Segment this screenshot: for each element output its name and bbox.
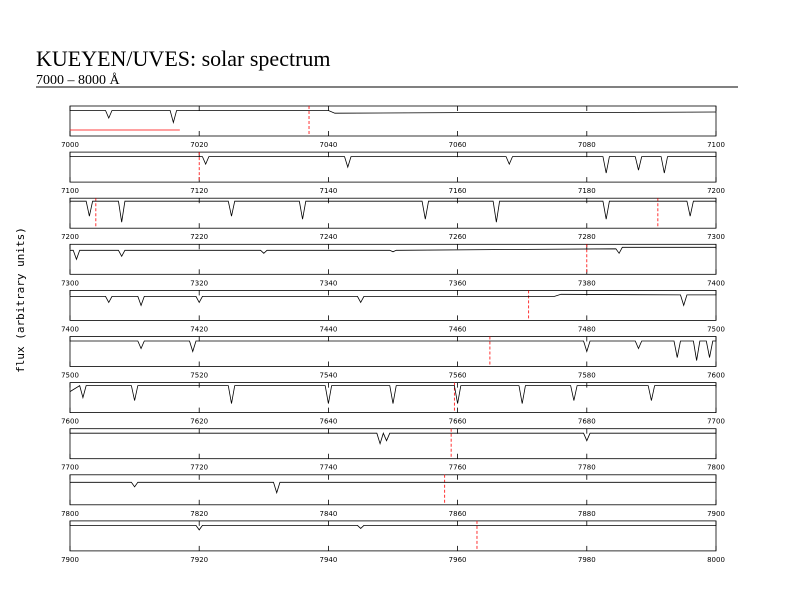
- x-tick-label: 7100: [61, 187, 79, 195]
- x-tick-label: 7020: [190, 141, 208, 149]
- x-tick-label: 7800: [61, 510, 79, 518]
- x-tick-label: 7280: [578, 233, 596, 241]
- panel-frame: [69, 151, 717, 183]
- x-tick-label: 7420: [190, 325, 208, 333]
- x-tick-label: 7500: [707, 325, 725, 333]
- x-tick-label: 7400: [707, 279, 725, 287]
- x-tick-label: 7560: [449, 372, 467, 380]
- panel-frame: [69, 289, 717, 321]
- x-tick-label: 7360: [449, 279, 467, 287]
- x-tick-label: 7540: [319, 372, 337, 380]
- x-tick-label: 7480: [578, 325, 596, 333]
- spectrum-line: [70, 110, 717, 125]
- x-tick-label: 7820: [190, 510, 208, 518]
- x-tick-label: 7980: [578, 556, 596, 564]
- chart-title: KUEYEN/UVES: solar spectrum: [36, 46, 331, 71]
- panel-frame: [69, 336, 717, 367]
- panel-frame: [69, 474, 717, 506]
- panel-frame: [69, 197, 717, 229]
- x-tick-label: 7040: [319, 141, 337, 149]
- x-tick-label: 7600: [707, 372, 725, 380]
- chart-subtitle: 7000 – 8000 Å: [36, 72, 121, 88]
- x-tick-label: 7920: [190, 556, 208, 564]
- x-tick-label: 7780: [578, 464, 596, 472]
- x-tick-label: 7440: [319, 325, 337, 333]
- spectrum-line: [70, 525, 716, 531]
- x-tick-label: 7620: [190, 418, 208, 426]
- spectrum-line: [70, 200, 716, 223]
- x-tick-label: 7340: [319, 279, 337, 287]
- x-tick-label: 7740: [319, 464, 337, 472]
- spectrum-line: [70, 293, 716, 307]
- x-tick-label: 7600: [61, 418, 79, 426]
- x-tick-label: 7680: [578, 418, 596, 426]
- x-tick-label: 7060: [449, 141, 467, 149]
- x-tick-label: 7800: [707, 464, 725, 472]
- x-tick-label: 7140: [319, 187, 337, 195]
- x-tick-label: 7260: [449, 233, 467, 241]
- x-tick-label: 7200: [61, 233, 79, 241]
- x-tick-label: 7400: [61, 325, 79, 333]
- spectrum-line: [70, 340, 716, 361]
- y-axis-label: flux (arbitrary units): [14, 227, 27, 373]
- x-tick-label: 7460: [449, 325, 467, 333]
- spectrum-line: [70, 156, 716, 174]
- panel-frame: [69, 428, 717, 460]
- x-tick-label: 7700: [707, 418, 725, 426]
- x-tick-label: 7180: [578, 187, 596, 195]
- x-tick-label: 7720: [190, 464, 208, 472]
- x-tick-label: 7320: [190, 279, 208, 287]
- panel-frame: [69, 105, 717, 137]
- x-tick-label: 7500: [61, 372, 79, 380]
- x-tick-label: 7760: [449, 464, 467, 472]
- x-tick-label: 7300: [61, 279, 79, 287]
- x-tick-label: 7080: [578, 141, 596, 149]
- x-tick-label: 7900: [61, 556, 79, 564]
- x-tick-label: 7960: [449, 556, 467, 564]
- x-tick-label: 7700: [61, 464, 79, 472]
- panel-frame: [69, 520, 717, 552]
- x-tick-label: 7200: [707, 187, 725, 195]
- spectrum-line: [70, 481, 716, 495]
- x-tick-label: 7160: [449, 187, 467, 195]
- x-tick-label: 7120: [190, 187, 208, 195]
- x-tick-label: 7520: [190, 372, 208, 380]
- panel-frame: [69, 243, 717, 275]
- x-tick-label: 7000: [61, 141, 79, 149]
- x-tick-label: 7580: [578, 372, 596, 380]
- spectrum-line: [69, 384, 716, 404]
- x-tick-label: 7380: [578, 279, 596, 287]
- x-tick-label: 7900: [707, 510, 725, 518]
- x-tick-label: 8000: [707, 556, 725, 564]
- x-tick-label: 7840: [319, 510, 337, 518]
- spectrum-line: [70, 432, 716, 446]
- x-tick-label: 7860: [449, 510, 467, 518]
- x-tick-label: 7940: [319, 556, 337, 564]
- x-tick-label: 7220: [190, 233, 208, 241]
- x-tick-label: 7640: [319, 418, 337, 426]
- panel-frame: [69, 382, 717, 414]
- x-tick-label: 7100: [707, 141, 725, 149]
- x-tick-label: 7880: [578, 510, 596, 518]
- x-tick-label: 7240: [319, 233, 337, 241]
- spectrum-line: [70, 246, 716, 261]
- x-tick-label: 7660: [449, 418, 467, 426]
- x-tick-label: 7300: [707, 233, 725, 241]
